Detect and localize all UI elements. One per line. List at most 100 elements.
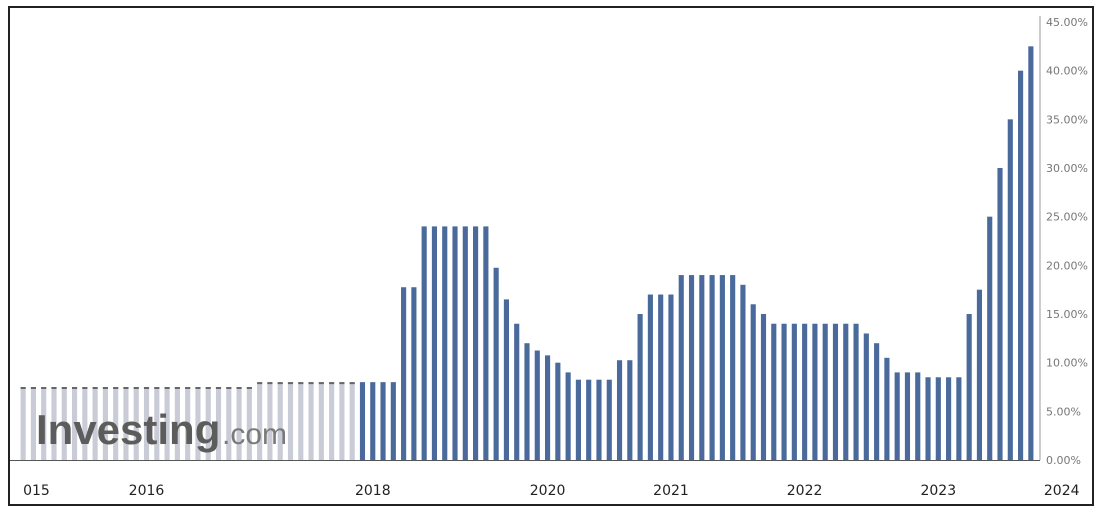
bar-cap — [133, 387, 139, 389]
bar — [349, 382, 355, 460]
bar-cap — [287, 382, 294, 385]
bar — [226, 387, 232, 460]
bar — [575, 379, 581, 460]
x-tick-label: 015 — [23, 483, 50, 499]
bar — [82, 387, 88, 460]
bar — [442, 226, 448, 460]
bar — [884, 357, 890, 460]
bar — [915, 372, 921, 460]
bar — [606, 379, 612, 460]
bar — [493, 267, 499, 460]
bar — [874, 343, 880, 460]
bar — [277, 382, 283, 460]
bar — [174, 387, 180, 460]
bar — [195, 387, 201, 460]
bar-cap — [51, 387, 57, 389]
bar-cap — [164, 387, 170, 389]
x-tick-label: 2022 — [787, 483, 823, 499]
bar — [668, 294, 674, 460]
x-tick-label: 2020 — [530, 483, 566, 499]
bar — [257, 382, 263, 460]
chart-frame — [8, 6, 1094, 506]
bar-cap — [339, 382, 345, 385]
bar — [760, 314, 767, 460]
bar — [339, 382, 345, 460]
bar — [997, 168, 1003, 460]
bar — [401, 287, 407, 460]
bar — [215, 387, 222, 460]
bar — [503, 299, 509, 460]
bar — [51, 387, 57, 460]
bar-cap — [205, 387, 211, 389]
bar — [688, 275, 695, 460]
bar — [894, 372, 900, 460]
bar — [143, 387, 150, 460]
bar-cap — [143, 387, 150, 389]
y-tick-label: 25.00% — [1046, 211, 1088, 224]
bar — [30, 387, 36, 460]
bar — [658, 294, 664, 460]
bar — [473, 226, 479, 460]
y-axis: 0.00% 5.00% 10.00% 15.00% 20.00% 25.00% 30.00%… — [1039, 16, 1088, 467]
bar — [20, 387, 26, 460]
bar — [750, 304, 756, 460]
bar-cap — [185, 387, 191, 389]
bar — [740, 284, 746, 460]
bar — [637, 314, 643, 460]
bar — [586, 379, 592, 460]
bar-cap — [123, 387, 129, 389]
bar — [41, 387, 47, 460]
bar — [287, 382, 294, 460]
watermark-brand: Investing — [36, 406, 220, 453]
bar — [483, 226, 489, 460]
bar-cap — [349, 382, 355, 385]
bar — [946, 377, 952, 460]
bar-cap — [195, 387, 201, 389]
bar — [102, 387, 108, 460]
bar-cap — [113, 387, 119, 389]
bar — [555, 362, 561, 460]
bar — [812, 323, 818, 460]
bar-cap — [20, 387, 26, 389]
bar — [863, 333, 869, 460]
bar — [730, 275, 736, 460]
bar — [318, 382, 324, 460]
bar-cap — [267, 382, 273, 385]
bar — [966, 314, 972, 460]
bar-cap — [41, 387, 47, 389]
y-tick-label: 20.00% — [1046, 259, 1088, 272]
y-tick-label: 30.00% — [1046, 162, 1088, 175]
bar — [185, 387, 191, 460]
bar — [678, 275, 684, 460]
bar — [308, 382, 314, 460]
bar-cap — [154, 387, 160, 389]
bar-cap — [71, 387, 78, 389]
bar-cap — [257, 382, 263, 385]
bar — [411, 287, 417, 460]
y-tick-label: 15.00% — [1046, 308, 1088, 321]
bar — [853, 323, 859, 460]
x-axis: 015 2016 2018 2020 2021 2022 2023 2024 — [23, 483, 1080, 499]
bar — [544, 355, 551, 460]
bar — [452, 226, 458, 460]
bar — [246, 387, 252, 460]
bar — [421, 226, 427, 460]
bar — [154, 387, 160, 460]
bar — [380, 382, 386, 460]
bar — [822, 323, 828, 460]
bar — [843, 323, 849, 460]
bar-cap — [298, 382, 304, 385]
bar — [781, 323, 787, 460]
x-tick-label: 2023 — [920, 483, 956, 499]
y-tick-label: 0.00% — [1046, 454, 1081, 467]
bar — [791, 323, 797, 460]
bar — [236, 387, 242, 460]
bar — [164, 387, 170, 460]
y-tick-label: 5.00% — [1046, 405, 1081, 418]
bar — [390, 382, 396, 460]
bar-cap — [174, 387, 180, 389]
bar — [329, 382, 335, 460]
bar — [534, 350, 540, 460]
